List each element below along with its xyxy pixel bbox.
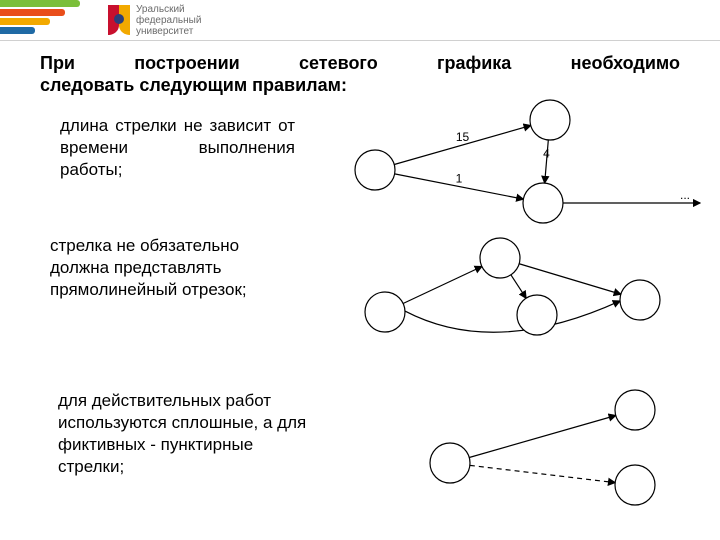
slide-title: При построении сетевого графика необходи… [40,52,680,96]
svg-text:...: ... [680,188,690,202]
rule-2-text: стрелка не обязательно должна представля… [50,235,295,301]
diagram-1: 15 1 4... [335,95,705,225]
diagram-2 [335,230,705,360]
title-line1: При построении сетевого графика необходи… [40,52,680,74]
stripe-3 [0,18,50,25]
rule-1-text: длина стрелки не зависит от времени выпо… [60,115,295,181]
stripe-1 [0,0,80,7]
university-logo: Уральский федеральный университет [108,2,201,38]
stripe-4 [0,27,35,34]
header-stripes [0,0,95,40]
svg-text:15: 15 [456,130,470,144]
rule-3-text: для действительных работ используются сп… [58,390,318,478]
logo-line2: федеральный [136,15,201,26]
logo-text: Уральский федеральный университет [136,4,201,37]
title-line2: следовать следующим правилам: [40,74,680,96]
logo-icon [108,5,130,35]
stripe-2 [0,9,65,16]
logo-line3: университет [136,26,193,37]
diagram-3 [390,375,700,510]
logo-line1: Уральский [136,4,185,15]
svg-text:4: 4 [543,147,550,161]
svg-text:1: 1 [456,172,463,186]
slide-header: Уральский федеральный университет [0,0,720,41]
